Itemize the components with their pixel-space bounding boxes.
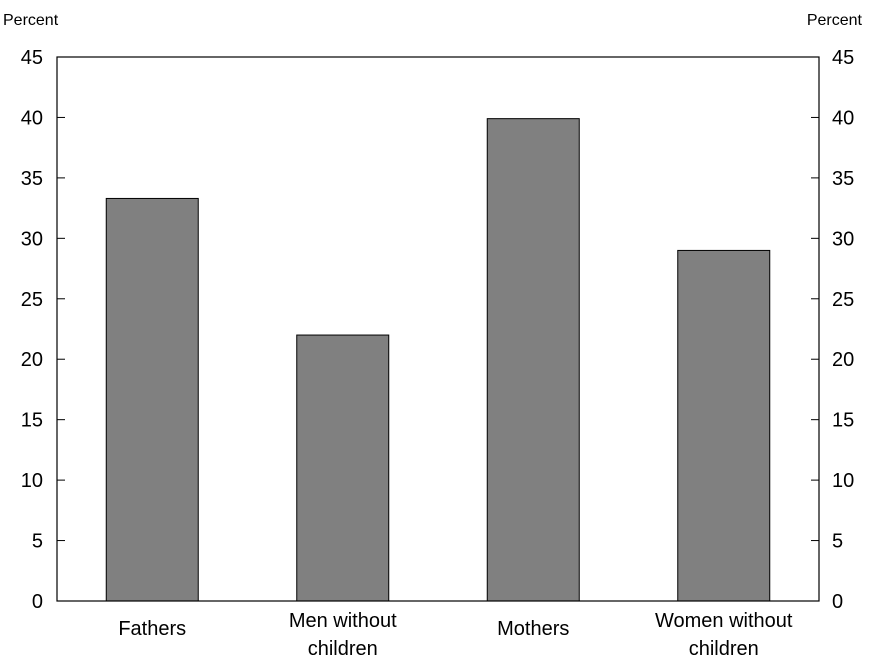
y-tick-label-right: 5	[832, 531, 843, 553]
x-axis-labels: Fathers Men without children Mothers Women w…	[118, 610, 793, 660]
bars	[105, 118, 771, 602]
x-category-label: Mothers	[497, 618, 569, 640]
y-tick-label-left: 45	[21, 47, 43, 69]
y-tick-label-left: 40	[21, 107, 43, 129]
y-tick-label-left: 0	[32, 591, 43, 613]
y-tick-label-right: 15	[832, 410, 854, 432]
y-tick-label-left: 30	[21, 228, 43, 250]
x-category-label: children	[689, 638, 759, 660]
y-tick-label-left: 35	[21, 168, 43, 190]
y-tick-label-left: 15	[21, 410, 43, 432]
bar	[296, 334, 390, 602]
plot-frame	[56, 56, 820, 602]
y-tick-label-left: 20	[21, 349, 43, 371]
x-category-label: Women without	[655, 610, 793, 632]
y-axis-ticks: 0 0 5 5 10 10 15 15 20 20 25 25 30 30 35 35 40 40 45 45	[21, 47, 855, 613]
y-tick-label-right: 45	[832, 47, 854, 69]
y-tick-label-left: 25	[21, 289, 43, 311]
y-tick-label-left: 10	[21, 470, 43, 492]
y-tick-label-right: 30	[832, 228, 854, 250]
bar	[105, 197, 199, 602]
x-category-label: Fathers	[118, 618, 186, 640]
y-tick-label-right: 0	[832, 591, 843, 613]
y-tick-label-right: 35	[832, 168, 854, 190]
right-unit-label: Percent	[807, 12, 863, 29]
y-tick-label-right: 40	[832, 107, 854, 129]
x-category-label: children	[308, 638, 378, 660]
x-category-label: Men without	[289, 610, 397, 632]
bar	[486, 118, 580, 602]
y-tick-label-right: 20	[832, 349, 854, 371]
y-tick-label-left: 5	[32, 531, 43, 553]
bar	[677, 249, 771, 602]
y-tick-label-right: 10	[832, 470, 854, 492]
left-unit-label: Percent	[3, 12, 59, 29]
y-tick-label-right: 25	[832, 289, 854, 311]
